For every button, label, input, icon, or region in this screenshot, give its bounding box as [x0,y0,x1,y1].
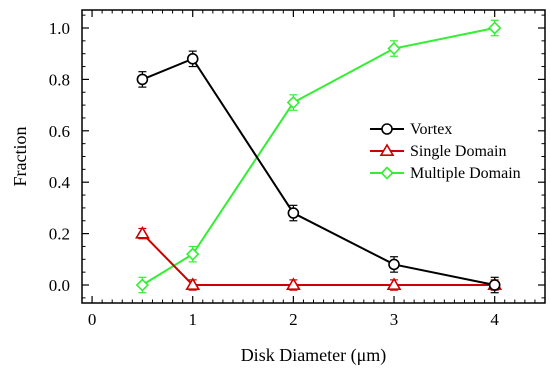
data-point [285,277,301,291]
data-point [136,73,149,86]
legend-marker [380,166,394,180]
x-tick-label: 1 [188,310,197,329]
y-axis-label: Fraction [10,127,30,187]
x-tick-label: 3 [390,310,399,329]
legend-item: Multiple Domain [370,165,521,182]
series-multiple-domain [135,19,502,294]
legend-marker [379,143,395,156]
data-point [186,247,200,261]
data-point [185,277,201,291]
y-tick-label: 0.2 [49,225,70,244]
legend-label: Vortex [410,121,452,138]
x-tick-label: 0 [88,310,97,329]
legend: Vortex Single Domain Multiple Domain [370,121,521,182]
data-point [386,277,402,291]
data-point [488,279,501,291]
series-line [141,232,495,287]
y-tick-label: 0.8 [49,70,70,89]
axes: 0 1 2 3 4 0.0 0.2 0.4 0.6 0.8 1.0 [49,9,546,329]
legend-item: Single Domain [370,143,506,160]
legend-marker [381,123,393,135]
legend-label: Multiple Domain [410,165,521,182]
x-tick-label: 2 [289,310,298,329]
data-point [134,226,150,239]
y-tick-label: 0.6 [49,122,70,141]
data-point [186,53,199,65]
data-point [135,278,150,292]
data-point [388,258,400,271]
data-point [387,41,401,56]
legend-item: Vortex [370,121,452,138]
data-point [286,95,301,110]
legend-label: Single Domain [410,143,506,160]
series-vortex [136,50,501,294]
y-tick-label: 0.4 [49,173,71,192]
y-tick-label: 0.0 [49,276,70,295]
data-point [287,207,300,219]
data-point [488,21,502,35]
y-tick-label: 1.0 [49,19,70,38]
x-tick-label: 4 [490,310,499,329]
x-axis-label: Disk Diameter (μm) [241,345,387,366]
plot-series [134,19,503,294]
